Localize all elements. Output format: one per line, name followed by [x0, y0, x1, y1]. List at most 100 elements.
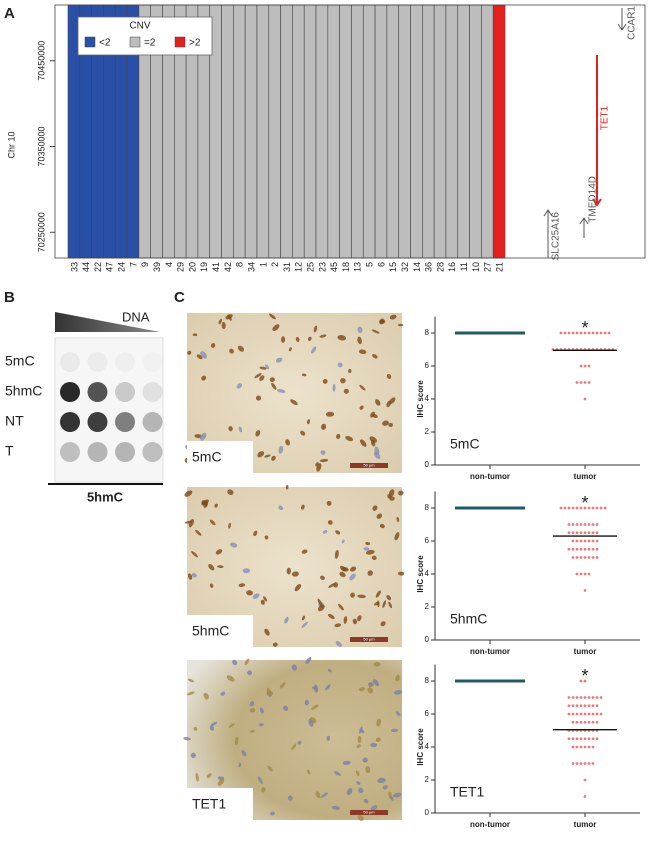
tumor-point — [591, 531, 595, 535]
tumor-point — [571, 331, 575, 335]
nucleus — [286, 567, 291, 575]
sample-label: 13 — [353, 262, 363, 272]
sample-label: 39 — [152, 262, 162, 272]
legend-box — [77, 16, 213, 56]
nucleus — [319, 334, 327, 338]
tumor-point — [563, 506, 567, 510]
nucleus — [359, 384, 366, 391]
nucleus — [352, 618, 358, 625]
nucleus — [393, 792, 402, 798]
tumor-point — [587, 720, 591, 724]
nucleus — [301, 615, 306, 621]
x-tick-label: tumor — [574, 472, 597, 481]
y-tick-label: 0 — [425, 808, 430, 817]
tumor-point — [591, 712, 595, 716]
plot-label: 5mC — [450, 436, 480, 452]
y-tick-label: 8 — [425, 503, 430, 512]
nucleus — [395, 711, 401, 717]
nucleus — [200, 432, 207, 441]
tumor-point — [567, 531, 571, 535]
nucleus — [372, 679, 380, 687]
tumor-point — [595, 696, 599, 699]
blot-dot — [87, 442, 108, 462]
nucleus — [327, 613, 335, 620]
nucleus — [187, 573, 193, 580]
tumor-point — [571, 506, 575, 510]
nucleus — [236, 383, 243, 389]
tumor-point — [583, 531, 587, 535]
blot-row-label: 5hmC — [5, 383, 42, 399]
tumor-point — [559, 331, 563, 335]
nucleus — [332, 383, 336, 392]
plot-label: TET1 — [450, 784, 484, 800]
nucleus — [272, 642, 278, 647]
nucleus — [388, 489, 395, 498]
sample-label: 31 — [282, 262, 292, 272]
tumor-point — [579, 572, 583, 576]
nucleus — [319, 458, 329, 463]
tumor-point — [587, 364, 591, 368]
nucleus — [187, 678, 195, 683]
nucleus — [373, 661, 381, 667]
dna-gradient-triangle — [55, 312, 160, 332]
image-label-box — [187, 615, 253, 647]
nucleus — [195, 772, 199, 782]
tumor-point — [563, 331, 567, 335]
plot-frame — [54, 4, 646, 259]
y-tick-label: 2 — [425, 427, 430, 436]
nucleus — [337, 362, 343, 368]
nucleus — [187, 350, 192, 355]
nucleus — [225, 314, 233, 320]
tumor-point — [583, 547, 587, 551]
tumor-point — [595, 720, 599, 724]
nucleus — [232, 659, 238, 666]
blot-dot — [87, 352, 108, 372]
nucleus — [375, 399, 381, 406]
tumor-point — [595, 506, 599, 510]
tumor-point — [583, 745, 587, 749]
sample-label: 6 — [376, 262, 386, 267]
nucleus — [334, 549, 339, 559]
nucleus — [266, 687, 272, 696]
nucleus — [382, 785, 388, 790]
nucleus — [320, 450, 326, 455]
nucleus — [209, 725, 215, 731]
nucleus — [261, 787, 266, 793]
tumor-point — [575, 539, 579, 543]
nucleus — [255, 430, 261, 437]
sample-label: 25 — [305, 262, 315, 272]
y-tick-label: 6 — [425, 361, 430, 370]
sample-label: 33 — [69, 262, 79, 272]
nucleus — [279, 682, 286, 689]
sample-label: 44 — [81, 262, 91, 272]
nucleus — [365, 541, 371, 546]
nucleus — [340, 377, 346, 384]
tumor-point — [571, 556, 575, 559]
nucleus — [229, 542, 238, 548]
scale-bar — [350, 463, 388, 468]
tumor-point — [567, 712, 571, 716]
cnv-column — [481, 4, 494, 259]
tumor-point — [583, 397, 587, 401]
y-tick-label: 8 — [425, 328, 430, 337]
gene-arrow-head — [617, 23, 627, 31]
nucleus — [201, 499, 209, 506]
nucleus — [188, 518, 194, 528]
image-label: 5mC — [192, 449, 222, 465]
tumor-point — [575, 506, 579, 510]
nucleus — [210, 342, 216, 348]
nucleus — [201, 375, 207, 381]
nucleus — [382, 420, 389, 426]
blot-dot — [60, 352, 80, 372]
nucleus — [365, 549, 375, 555]
image-label: 5hmC — [192, 623, 229, 639]
nucleus — [278, 445, 284, 454]
nucleus — [191, 551, 198, 558]
y-tick-label: 4 — [425, 569, 430, 578]
nucleus — [294, 584, 302, 592]
gene-arrow-head — [543, 209, 553, 217]
tumor-point — [579, 531, 583, 535]
tumor-point — [575, 696, 579, 699]
tumor-point — [583, 720, 587, 724]
y-tick-label: 4 — [425, 742, 430, 751]
